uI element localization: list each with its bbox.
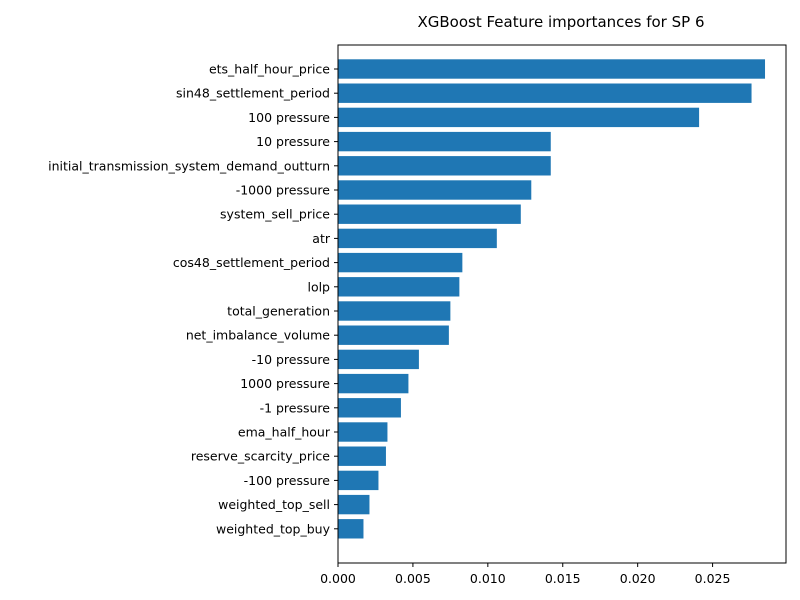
y-tick-label: atr xyxy=(312,231,331,246)
y-tick-label: reserve_scarcity_price xyxy=(191,449,330,464)
y-tick-label: -1000 pressure xyxy=(236,183,331,198)
x-tick-label: 0.020 xyxy=(620,571,656,586)
bar-2 xyxy=(338,107,700,128)
bar-4 xyxy=(338,156,551,176)
y-tick-label: 1000 pressure xyxy=(240,376,330,391)
bar-12 xyxy=(338,349,419,370)
bar-8 xyxy=(338,252,463,273)
y-tick-label: 100 pressure xyxy=(248,110,330,125)
bar-16 xyxy=(338,446,386,466)
y-tick-label: -10 pressure xyxy=(252,352,331,367)
y-tick-label: weighted_top_sell xyxy=(218,497,330,512)
bar-17 xyxy=(338,470,379,491)
bar-19 xyxy=(338,519,364,539)
bar-0 xyxy=(338,59,766,79)
bar-9 xyxy=(338,277,460,297)
axes-frame xyxy=(337,44,787,564)
y-tick-label: total_generation xyxy=(227,304,330,319)
y-tick-label: sin48_settlement_period xyxy=(176,86,330,101)
bar-5 xyxy=(338,180,532,200)
y-tick-label: ema_half_hour xyxy=(238,425,331,440)
bar-3 xyxy=(338,131,551,152)
bar-18 xyxy=(338,494,370,515)
bar-7 xyxy=(338,228,497,249)
x-tick-label: 0.010 xyxy=(470,571,506,586)
x-axis-ticks: 0.000 0.005 0.010 0.015 0.020 0.025 xyxy=(320,563,730,586)
bar-13 xyxy=(338,373,409,394)
y-tick-label: -100 pressure xyxy=(244,473,331,488)
bars-group xyxy=(338,59,766,539)
bar-6 xyxy=(338,204,521,224)
y-tick-label: -1 pressure xyxy=(260,400,331,415)
x-tick-label: 0.005 xyxy=(395,571,431,586)
y-tick-label: ets_half_hour_price xyxy=(209,62,330,77)
chart-title: XGBoost Feature importances for SP 6 xyxy=(417,13,704,31)
y-tick-label: initial_transmission_system_demand_outtu… xyxy=(48,158,330,173)
y-tick-label: net_imbalance_volume xyxy=(186,328,330,343)
bar-10 xyxy=(338,301,451,321)
x-tick-label: 0.000 xyxy=(320,571,356,586)
y-tick-label: 10 pressure xyxy=(256,134,330,149)
bar-1 xyxy=(338,83,752,103)
bar-11 xyxy=(338,325,449,345)
y-tick-labels: ets_half_hour_price sin48_settlement_peri… xyxy=(48,62,338,536)
bar-15 xyxy=(338,422,388,442)
bar-14 xyxy=(338,398,401,418)
y-tick-label: lolp xyxy=(307,279,330,294)
x-tick-label: 0.015 xyxy=(545,571,581,586)
y-tick-label: weighted_top_buy xyxy=(216,521,331,536)
y-tick-label: system_sell_price xyxy=(220,207,330,222)
x-tick-label: 0.025 xyxy=(695,571,731,586)
y-tick-label: cos48_settlement_period xyxy=(173,255,330,270)
